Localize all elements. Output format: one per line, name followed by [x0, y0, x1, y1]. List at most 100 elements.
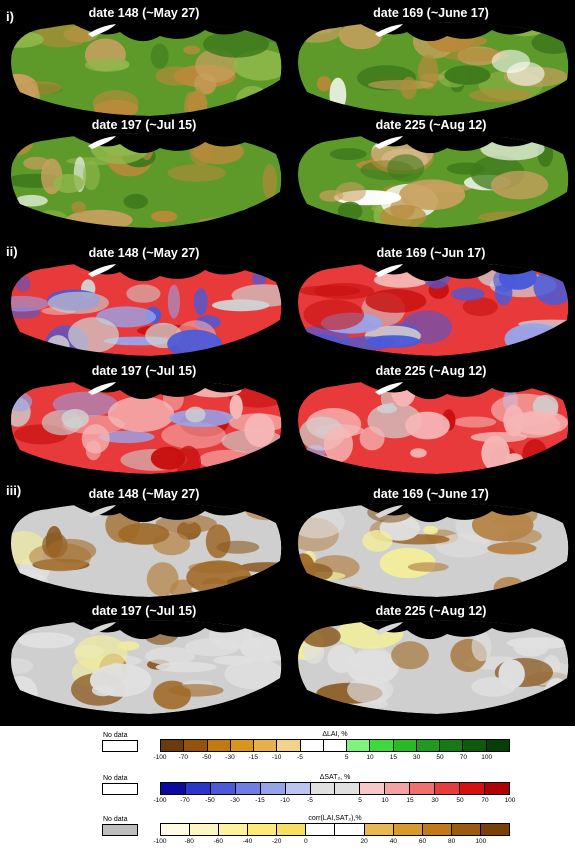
map-corr-225: date 225 (~Aug 12)	[287, 598, 575, 718]
colorbar-tick: 50	[436, 754, 444, 761]
colorbar-swatch	[310, 783, 336, 794]
colorbar-tick: -80	[184, 838, 194, 845]
map-corr-169: date 169 (~June 17)	[287, 481, 575, 601]
map-sat-148: date 148 (~May 27)	[0, 240, 288, 360]
colorbar-tick: -15	[255, 797, 265, 804]
colorbar-tick: -70	[178, 754, 189, 761]
colorbar-swatch	[484, 783, 509, 794]
colorbar-tick: -100	[153, 797, 167, 804]
legend-corr: No data corr(LAI,SAT₂),% -100 -80 -60 -40 -2…	[0, 812, 575, 852]
map-graphic	[11, 21, 282, 117]
map-lai-197: date 197 (~Jul 15)	[0, 112, 288, 232]
nodata-swatch	[102, 824, 138, 836]
map-date-label: date 197 (~Jul 15)	[91, 604, 197, 618]
map-date-label: date 197 (~Jul 15)	[91, 364, 197, 378]
nodata-swatch	[102, 783, 138, 795]
colorbar-tick: 100	[481, 754, 493, 761]
legend-lai: No data ΔLAI, % -100 -70 -50 -30 -15 -10 -5 5 10…	[0, 728, 575, 768]
colorbar-swatch	[385, 783, 411, 794]
colorbar-tick: -40	[242, 838, 253, 845]
colorbar-ticks: -100 -70 -50 -30 -15 -10 -5 5 10 15 30 50 70 100	[153, 797, 515, 807]
section-label-i: i)	[6, 9, 14, 24]
colorbar-tick: 70	[481, 797, 489, 804]
colorbar-swatch	[440, 740, 464, 751]
map-sat-225: date 225 (~Aug 12)	[287, 358, 575, 478]
colorbar-swatch	[207, 740, 231, 751]
colorbar-title: ΔSAT₂, %	[319, 774, 351, 781]
colorbar-swatch	[370, 740, 394, 751]
colorbar-tick: 0	[304, 838, 308, 845]
map-graphic	[298, 21, 569, 116]
colorbar-swatch	[254, 740, 278, 751]
map-lai-225: date 225 (~Aug 12)	[287, 112, 575, 232]
colorbar-tick: -100	[153, 838, 167, 845]
colorbar-swatch	[260, 783, 286, 794]
section-label-ii: ii)	[6, 244, 18, 259]
colorbar-tick: 20	[360, 838, 368, 845]
colorbar-title: corr(LAI,SAT₂),%	[308, 815, 362, 822]
colorbar-swatch	[219, 824, 249, 835]
colorbar-swatch	[435, 783, 461, 794]
map-sat-169: date 169 (~Jun 17)	[287, 240, 575, 360]
colorbar-tick: -5	[297, 754, 303, 761]
colorbar-tick: -60	[213, 838, 224, 845]
map-date-label: date 225 (~Aug 12)	[375, 604, 487, 618]
map-graphic	[11, 133, 282, 229]
colorbar-swatch	[285, 783, 311, 794]
map-graphic	[11, 502, 282, 598]
colorbar-swatch	[335, 824, 365, 835]
colorbar-swatch	[235, 783, 261, 794]
colorbar	[160, 782, 510, 795]
map-graphic	[11, 261, 282, 357]
colorbar-tick: -20	[271, 838, 282, 845]
colorbar	[160, 823, 510, 836]
colorbar-tick: -70	[180, 797, 190, 804]
colorbar-tick: 10	[381, 797, 389, 804]
colorbar-swatch	[277, 740, 301, 751]
colorbar-tick: 5	[358, 797, 362, 804]
colorbar-tick: -5	[307, 797, 313, 804]
colorbar-swatch	[480, 824, 509, 835]
colorbar-tick: 60	[418, 838, 427, 845]
map-date-label: date 169 (~Jun 17)	[376, 246, 486, 260]
colorbar-tick: -100	[153, 754, 167, 761]
colorbar-ticks: -100 -80 -60 -40 -20 0 20 40 60 80 100	[153, 838, 510, 848]
legend-sat: No data ΔSAT₂, % -100 -70 -50 -30 -15 -10 -5 5 1…	[0, 771, 575, 811]
colorbar-tick: -15	[248, 754, 259, 761]
colorbar-tick: 40	[389, 838, 397, 845]
map-graphic	[298, 133, 569, 229]
colorbar-swatch	[335, 783, 361, 794]
map-date-label: date 148 (~May 27)	[88, 246, 200, 260]
colorbar-swatch	[161, 783, 186, 794]
colorbar-tick: 5	[344, 754, 349, 761]
colorbar-swatch	[451, 824, 481, 835]
map-date-label: date 225 (~Aug 12)	[375, 118, 487, 132]
map-graphic	[298, 379, 569, 475]
map-graphic	[298, 261, 569, 357]
colorbar-title: ΔLAI, %	[322, 731, 348, 738]
colorbar-swatch	[184, 740, 208, 751]
colorbar-tick: -10	[280, 797, 290, 804]
map-graphic	[298, 502, 569, 598]
colorbar-tick: -30	[225, 754, 235, 761]
colorbar-tick: -30	[230, 797, 240, 804]
nodata-label: No data	[103, 816, 128, 823]
colorbar	[160, 739, 510, 752]
colorbar-swatch	[460, 783, 485, 794]
map-date-label: date 169 (~June 17)	[373, 6, 489, 20]
nodata-label: No data	[103, 775, 128, 782]
colorbar-tick: 80	[448, 838, 456, 845]
map-graphic	[11, 619, 282, 714]
colorbar-swatch	[248, 824, 278, 835]
colorbar-swatch	[422, 824, 452, 835]
colorbar-tick: 50	[456, 797, 464, 804]
nodata-swatch	[102, 740, 138, 752]
colorbar-swatch	[161, 824, 191, 835]
colorbar-tick: -50	[201, 754, 212, 761]
colorbar-tick: 15	[406, 797, 414, 804]
colorbar-swatch	[360, 783, 386, 794]
maps-area: i) ii) iii) date 148 (~May 27) date 169 …	[0, 0, 575, 726]
colorbar-swatch	[190, 824, 220, 835]
colorbar-swatch	[347, 740, 371, 751]
colorbar-swatch	[210, 783, 236, 794]
